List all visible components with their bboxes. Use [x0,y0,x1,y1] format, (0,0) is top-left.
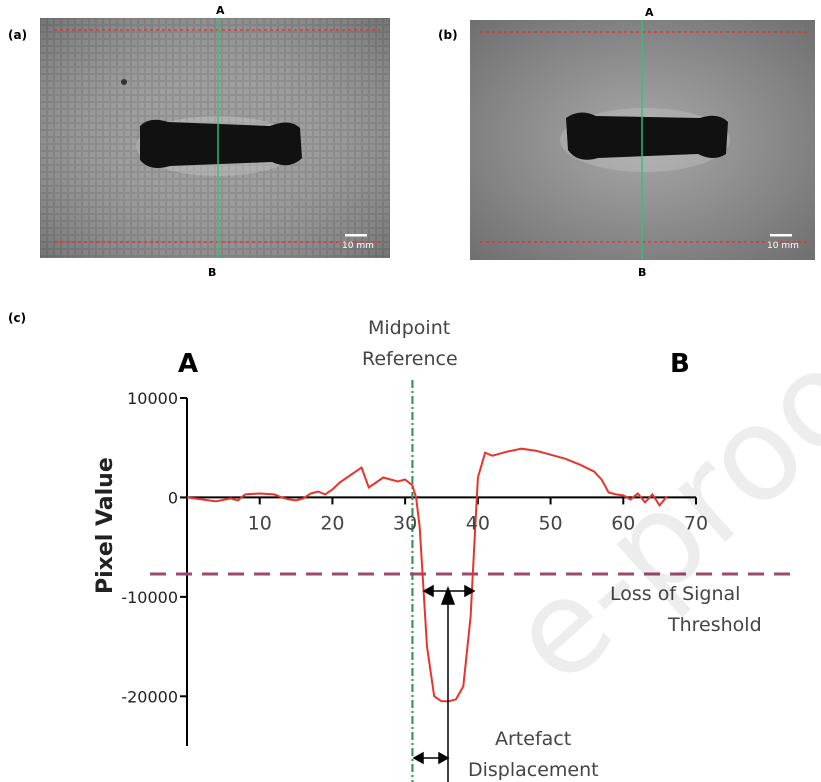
artefact-label-line2: Displacement [468,759,599,781]
scale-bar-a-label: 10 mm [342,241,374,251]
x-tick-label: 40 [466,512,490,534]
tick-labels: 10000 0 -10000 -20000 10 20 30 40 50 60 70 [121,389,708,706]
panel-b-top-marker: A [645,6,654,19]
panel-a-label: (a) [8,28,28,42]
mri-image-a: 10 mm [40,18,390,258]
reference-lines [150,380,790,782]
chart-letter-right: B [670,349,690,379]
chart-y-axis-label: Pixel Value [93,457,118,594]
panel-b-bottom-marker: B [638,266,647,279]
threshold-label-line2: Threshold [667,614,762,636]
y-tick-label: 0 [168,488,178,507]
y-tick-label: 10000 [127,389,178,408]
x-tick-label: 20 [320,512,344,534]
x-tick-label: 60 [611,512,635,534]
panel-a-bottom-marker: B [208,266,217,279]
x-tick-label: 10 [248,512,272,534]
midpoint-label-line2: Reference [362,348,458,370]
artefact-label-line1: Artefact [495,728,571,750]
panel-a-top-marker: A [216,4,225,17]
profile-series-line [186,447,668,703]
panel-b-label: (b) [438,28,458,42]
roi-lines-a [54,29,380,243]
threshold-label-line1: Loss of Signal [610,583,740,605]
roi-lines-b [480,31,810,243]
scale-bar-b-label: 10 mm [767,241,799,251]
x-tick-label: 70 [684,512,708,534]
y-tick-label: -10000 [121,588,178,607]
artefact-arrows [412,584,476,782]
y-tick-label: -20000 [121,687,178,706]
chart-axes [180,397,697,746]
x-tick-label: 50 [538,512,562,534]
chart-letter-left: A [178,349,198,379]
midpoint-label-line1: Midpoint [368,317,450,339]
mri-image-b: 10 mm [470,20,815,260]
x-tick-label: 30 [393,512,417,534]
panel-c-label: (c) [8,311,27,325]
